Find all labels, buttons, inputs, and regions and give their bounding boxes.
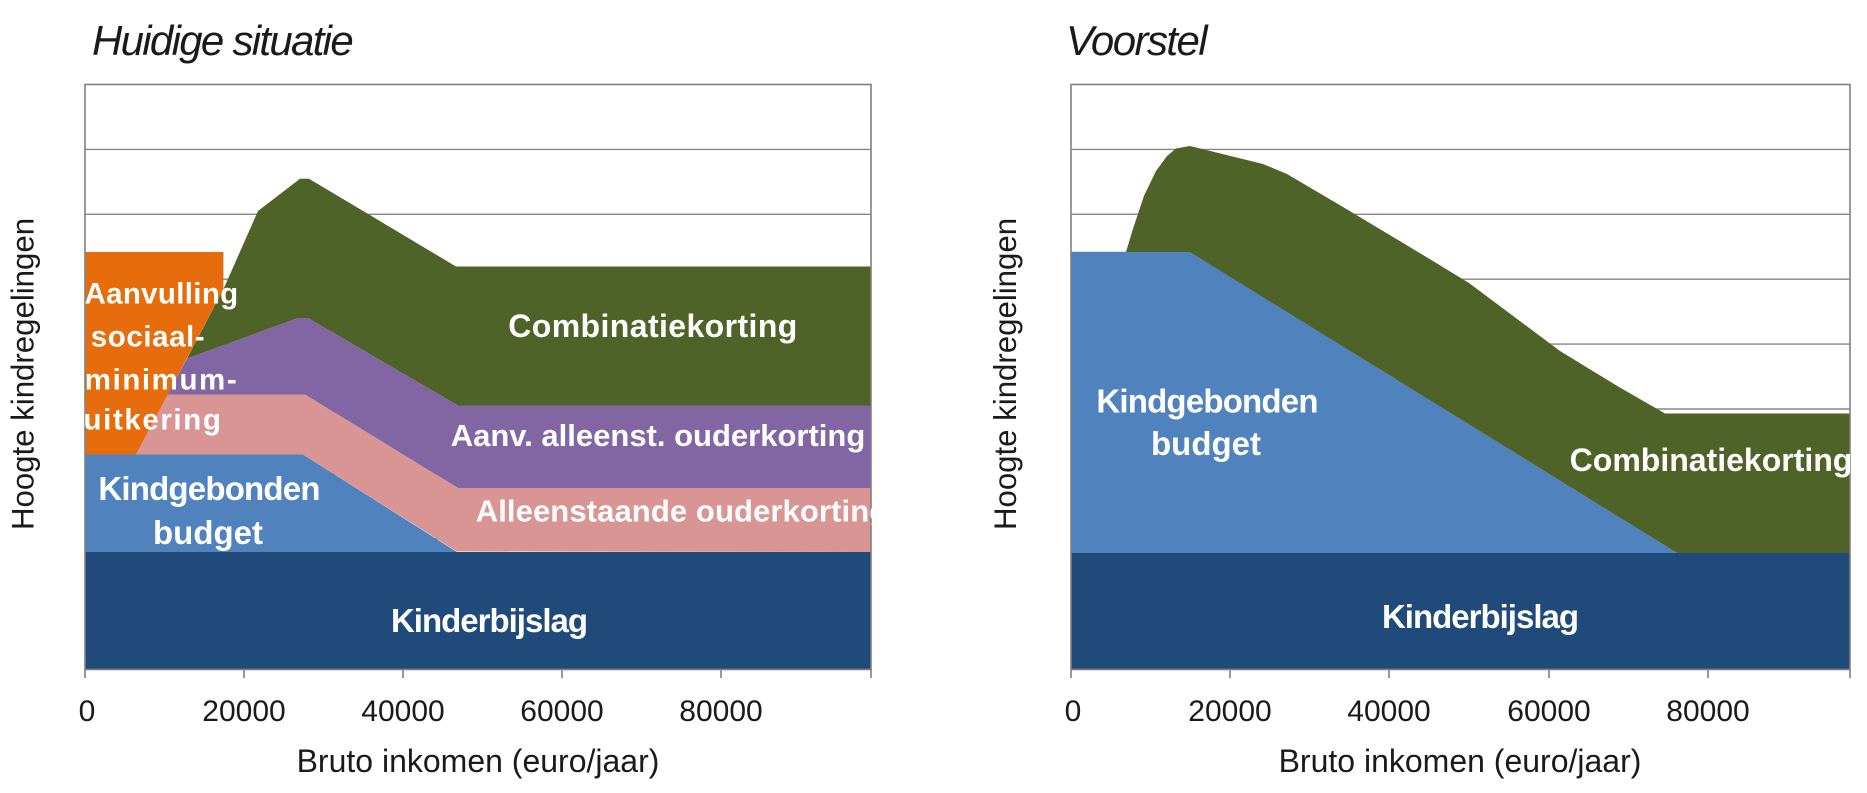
- svg-text:60000: 60000: [1507, 695, 1590, 728]
- svg-text:Hoogte kindregelingen: Hoogte kindregelingen: [988, 218, 1023, 530]
- svg-text:20000: 20000: [1188, 695, 1271, 728]
- svg-text:60000: 60000: [520, 695, 603, 728]
- svg-text:80000: 80000: [1666, 695, 1749, 728]
- svg-text:Bruto inkomen (euro/jaar): Bruto inkomen (euro/jaar): [1279, 743, 1642, 779]
- svg-text:Aanv. alleenst. ouderkorting: Aanv. alleenst. ouderkorting: [451, 418, 866, 453]
- svg-text:Hoogte kindregelingen: Hoogte kindregelingen: [6, 218, 41, 530]
- svg-text:Alleenstaande ouderkorting: Alleenstaande ouderkorting: [476, 494, 889, 529]
- svg-text:Huidige situatie: Huidige situatie: [92, 17, 352, 64]
- svg-text:80000: 80000: [679, 695, 762, 728]
- svg-text:Kindgebonden: Kindgebonden: [98, 470, 319, 507]
- svg-text:Kindgebonden: Kindgebonden: [1096, 383, 1317, 420]
- svg-text:0: 0: [1065, 695, 1082, 728]
- svg-text:Voorstel: Voorstel: [1066, 17, 1209, 64]
- svg-text:Kinderbijslag: Kinderbijslag: [1382, 598, 1578, 635]
- svg-text:Aanvulling: Aanvulling: [84, 278, 238, 311]
- svg-text:40000: 40000: [1347, 695, 1430, 728]
- svg-text:budget: budget: [1151, 425, 1261, 462]
- svg-text:40000: 40000: [361, 695, 444, 728]
- svg-text:Kinderbijslag: Kinderbijslag: [391, 602, 587, 639]
- svg-text:sociaal-: sociaal-: [91, 321, 205, 354]
- svg-text:20000: 20000: [202, 695, 285, 728]
- svg-text:budget: budget: [153, 514, 263, 551]
- svg-text:Bruto inkomen (euro/jaar): Bruto inkomen (euro/jaar): [297, 743, 660, 779]
- svg-text:uitkering: uitkering: [84, 403, 223, 436]
- svg-text:Combinatiekorting: Combinatiekorting: [508, 308, 797, 344]
- svg-text:Combinatiekorting: Combinatiekorting: [1570, 442, 1853, 478]
- svg-text:0: 0: [79, 695, 96, 728]
- svg-text:minimum-: minimum-: [85, 364, 238, 397]
